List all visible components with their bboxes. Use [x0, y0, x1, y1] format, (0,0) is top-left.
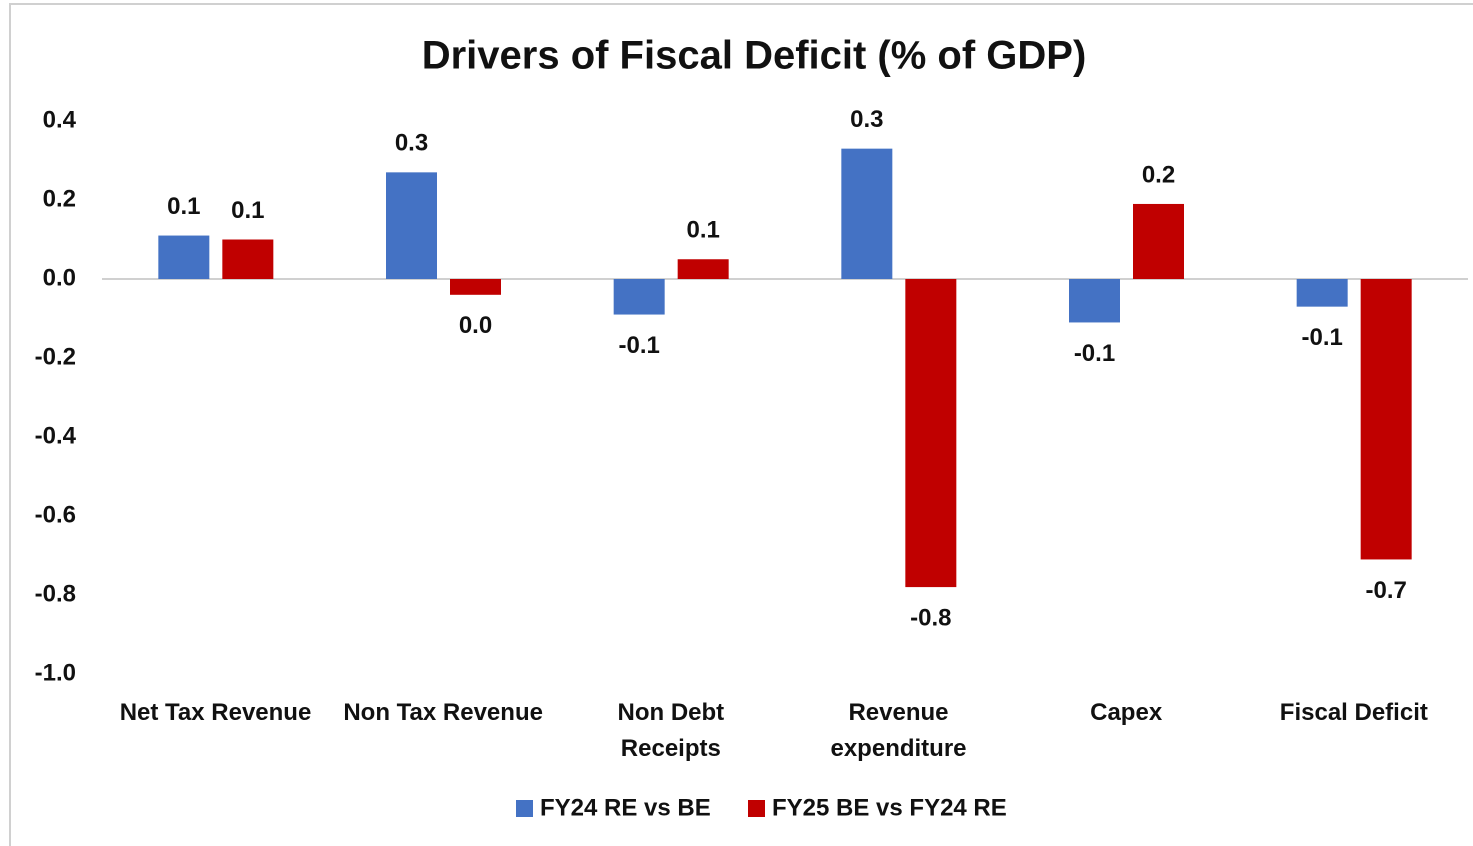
bar — [677, 259, 729, 279]
bar — [1069, 279, 1120, 323]
bar — [386, 172, 437, 279]
bar — [841, 148, 893, 279]
bar — [905, 279, 957, 588]
data-label: 0.3 — [395, 130, 428, 157]
bar — [1296, 279, 1348, 307]
y-tick-label: 0.4 — [43, 106, 77, 133]
data-label: -0.1 — [1301, 324, 1342, 351]
bar — [158, 235, 210, 279]
data-label: 0.1 — [686, 217, 719, 244]
bar — [1133, 203, 1184, 279]
y-tick-label: -0.6 — [35, 501, 76, 528]
y-tick-label: -0.8 — [35, 580, 76, 607]
y-tick-label: -0.4 — [35, 422, 77, 449]
x-tick-label: Fiscal Deficit — [1279, 699, 1428, 726]
data-label: 0.1 — [231, 197, 264, 224]
legend-label: FY25 BE vs FY24 RE — [772, 794, 1007, 821]
x-tick-label: Revenue expenditure — [830, 699, 967, 762]
data-label: -0.7 — [1365, 577, 1406, 604]
legend-label: FY24 RE vs BE — [540, 794, 711, 821]
x-tick-label: Non Tax Revenue — [343, 699, 543, 726]
data-label: -0.1 — [618, 332, 659, 359]
chart-border — [9, 3, 1473, 846]
legend-swatch — [516, 800, 533, 817]
data-label: 0.3 — [850, 106, 883, 133]
data-label: 0.2 — [1142, 161, 1175, 188]
legend-swatch — [748, 800, 765, 817]
data-label: -0.1 — [1074, 340, 1115, 367]
data-label: 0.1 — [167, 193, 200, 220]
y-tick-label: -1.0 — [35, 659, 76, 686]
x-tick-label: Non Debt Receipts — [617, 699, 725, 762]
x-tick-label: Net Tax Revenue — [119, 699, 312, 726]
data-label: -0.8 — [910, 604, 951, 631]
bar — [613, 279, 665, 315]
y-tick-label: 0.0 — [43, 264, 76, 291]
y-tick-label: 0.2 — [43, 185, 76, 212]
x-tick-label: Capex — [1090, 699, 1163, 726]
bar — [450, 279, 501, 295]
data-label: 0.0 — [459, 312, 492, 339]
bar — [222, 239, 274, 279]
y-tick-label: -0.2 — [35, 343, 76, 370]
chart-title: Drivers of Fiscal Deficit (% of GDP) — [422, 34, 1087, 78]
bar — [1360, 279, 1412, 560]
